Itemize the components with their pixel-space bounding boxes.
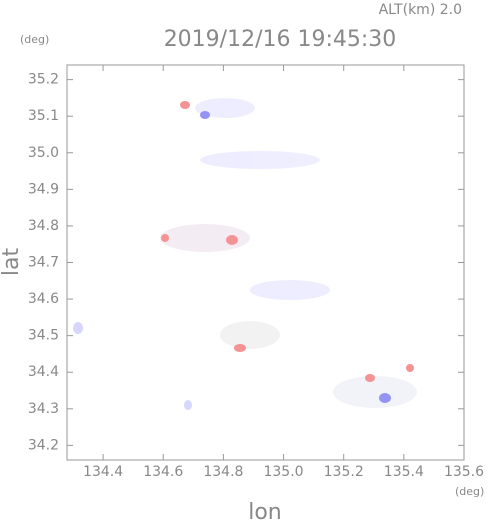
echo	[226, 235, 238, 245]
echo	[379, 393, 391, 403]
x-tick-label: 135.6	[444, 464, 484, 480]
x-tick-label: 135.4	[384, 464, 424, 480]
y-tick-label: 34.7	[28, 255, 59, 271]
y-tick-label: 34.6	[28, 291, 59, 307]
echo	[234, 344, 246, 352]
y-tick-label: 34.5	[28, 328, 59, 344]
echo	[365, 374, 375, 382]
y-tick-label: 34.2	[28, 437, 59, 453]
altitude-label: ALT(km) 2.0	[379, 2, 462, 18]
echo	[161, 234, 169, 242]
x-tick-label: 135.2	[324, 464, 364, 480]
echo-field	[73, 98, 417, 410]
echo	[200, 151, 320, 169]
x-tick-label: 134.4	[83, 464, 123, 480]
x-axis-label: lon	[248, 500, 282, 521]
y-axis-label: lat	[0, 248, 24, 277]
echo	[184, 400, 192, 410]
echo	[406, 364, 414, 372]
x-tick-label: 135.0	[263, 464, 303, 480]
y-tick-label: 35.1	[28, 108, 59, 124]
y-tick-label: 35.2	[28, 72, 59, 88]
y-tick-label: 34.4	[28, 364, 59, 380]
y-tick-label: 34.3	[28, 401, 59, 417]
x-tick-label: 134.8	[203, 464, 243, 480]
echo	[195, 98, 255, 118]
echo	[200, 111, 210, 119]
echo	[220, 321, 280, 349]
y-tick-label: 34.9	[28, 181, 59, 197]
x-unit: (deg)	[455, 485, 484, 498]
echo	[180, 101, 190, 109]
echo	[250, 280, 330, 300]
y-tick-label: 34.8	[28, 218, 59, 234]
y-tick-label: 35.0	[28, 145, 59, 161]
echo	[333, 376, 417, 408]
echo	[160, 224, 250, 252]
x-tick-label: 134.6	[143, 464, 183, 480]
echo	[73, 322, 83, 334]
chart-title: 2019/12/16 19:45:30	[164, 27, 397, 52]
y-unit: (deg)	[20, 33, 49, 46]
